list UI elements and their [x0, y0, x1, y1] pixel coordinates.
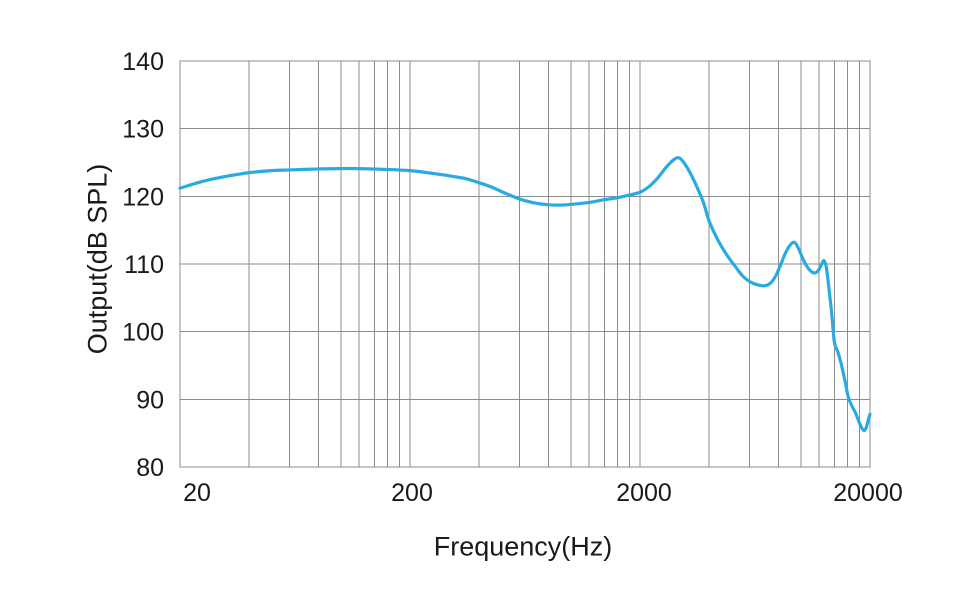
response-curve [178, 156, 872, 433]
y-tick-label: 90 [136, 386, 164, 414]
y-tick-label: 130 [122, 116, 164, 144]
x-tick-label: 200 [391, 479, 433, 507]
y-tick-label: 110 [124, 251, 164, 279]
y-tick-label: 140 [122, 48, 164, 76]
y-axis-title: Output(dB SPL) [82, 163, 113, 355]
x-axis-title: Frequency(Hz) [433, 531, 613, 562]
y-tick-label: 80 [136, 454, 164, 482]
y-tick-label: 100 [122, 319, 164, 347]
x-tick-label: 2000 [616, 479, 672, 507]
x-tick-label: 20000 [833, 479, 903, 507]
x-tick-label: 20 [183, 479, 211, 507]
plot-border [179, 60, 871, 468]
y-tick-label: 120 [122, 183, 164, 211]
